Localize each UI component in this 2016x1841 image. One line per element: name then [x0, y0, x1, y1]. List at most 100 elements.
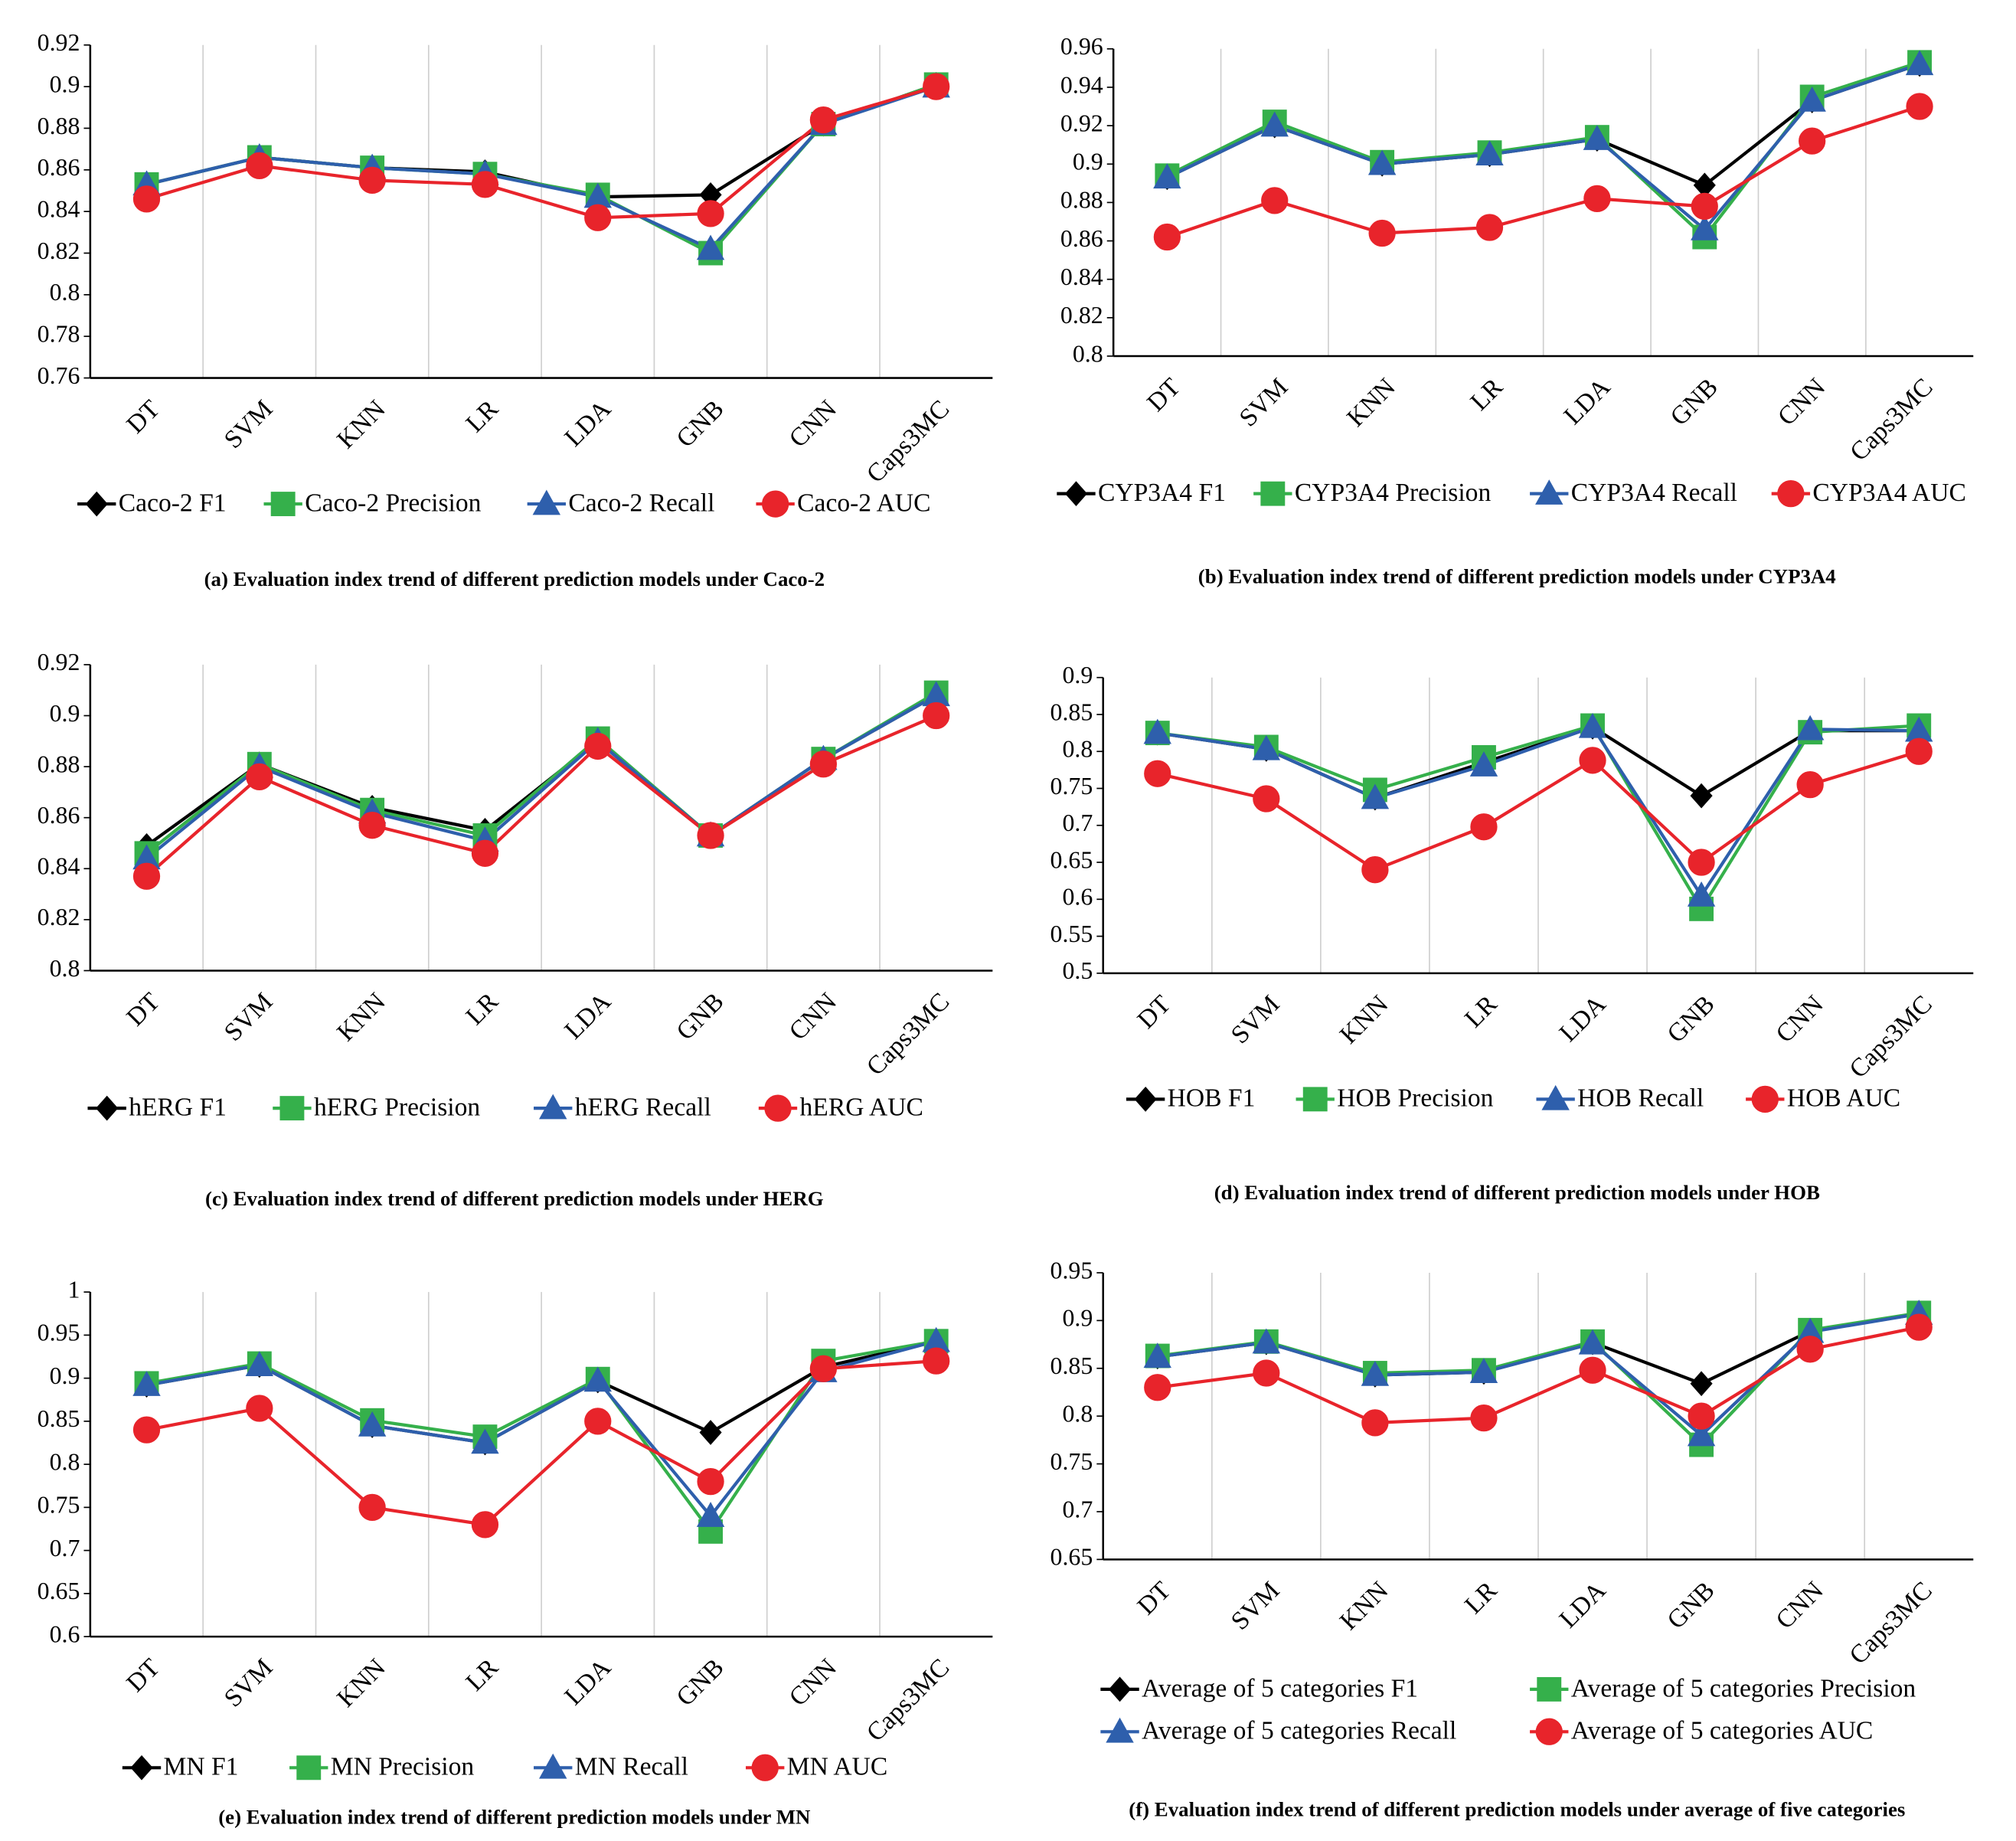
legend-label: Caco-2 Precision	[305, 489, 481, 517]
series-line	[145, 85, 937, 220]
x-tick-label: KNN	[332, 987, 391, 1047]
legend-label: CYP3A4 Recall	[1571, 479, 1737, 507]
data-point	[1578, 712, 1607, 738]
y-tick-label: 0.7	[50, 1535, 80, 1561]
y-tick-label: 0.75	[1050, 1448, 1093, 1475]
data-point	[1690, 783, 1713, 809]
y-tick-label: 0.65	[1050, 1544, 1093, 1571]
series-line	[146, 85, 937, 251]
data-point	[697, 200, 724, 227]
legend-label: hERG F1	[129, 1093, 227, 1121]
data-point	[358, 1493, 386, 1521]
data-point	[584, 732, 612, 760]
legend-marker	[539, 1094, 567, 1120]
legend-marker	[762, 490, 789, 518]
y-tick-label: 0.9	[50, 70, 80, 97]
y-tick-label: 0.82	[38, 904, 80, 930]
data-point	[1691, 214, 1719, 240]
legend-marker	[539, 1753, 567, 1779]
legend-marker	[130, 1754, 153, 1781]
legend-marker	[1537, 1676, 1562, 1702]
data-point	[1368, 219, 1396, 247]
y-tick-label: 0.92	[38, 29, 80, 56]
x-tick-label: SVM	[1234, 373, 1294, 433]
legend-marker	[1541, 1084, 1570, 1110]
legend-label: Caco-2 F1	[119, 489, 227, 517]
data-point	[1153, 163, 1181, 189]
y-tick-label: 0.82	[1060, 302, 1103, 329]
y-tick-label: 0.9	[50, 700, 80, 727]
y-tick-label: 0.88	[1060, 187, 1103, 214]
data-point	[132, 185, 161, 213]
data-point	[1687, 881, 1716, 907]
data-point	[1143, 718, 1171, 744]
series-line	[146, 1339, 937, 1519]
x-tick-label: LR	[1459, 989, 1503, 1033]
data-point	[358, 1411, 387, 1437]
data-point	[132, 862, 161, 890]
y-tick-label: 0.8	[50, 955, 80, 982]
x-tick-label: SVM	[1226, 990, 1286, 1050]
series-line	[1157, 724, 1920, 899]
data-point	[1361, 1409, 1389, 1437]
legend-marker	[96, 1095, 119, 1121]
data-point	[1361, 783, 1390, 809]
chart-caption: (f) Evaluation index trend of different …	[1129, 1798, 1905, 1821]
data-point	[1253, 785, 1280, 813]
x-tick-label: Caps3MC	[861, 1653, 955, 1747]
y-tick-label: 0.9	[1062, 662, 1093, 688]
x-tick-label: LDA	[1558, 373, 1616, 430]
legend-label: CYP3A4 AUC	[1812, 479, 1966, 507]
x-tick-label: KNN	[332, 1653, 391, 1713]
data-point	[1798, 86, 1826, 112]
legend-label: hERG Precision	[314, 1093, 480, 1121]
series-line	[1157, 1312, 1920, 1437]
data-point	[1906, 93, 1933, 120]
legend-label: HOB AUC	[1787, 1084, 1900, 1113]
x-tick-label: DT	[1132, 990, 1176, 1035]
y-tick-label: 0.85	[38, 1405, 80, 1432]
data-point	[1583, 125, 1612, 150]
data-point	[1143, 1342, 1171, 1368]
legend-label: Caco-2 AUC	[797, 489, 930, 517]
data-point	[1688, 1402, 1715, 1430]
x-tick-label: DT	[121, 987, 165, 1032]
data-point	[246, 763, 273, 791]
data-point	[697, 822, 724, 849]
data-point	[1144, 760, 1171, 787]
data-point	[1475, 214, 1504, 241]
legend-label: Average of 5 categories AUC	[1571, 1717, 1874, 1745]
y-tick-label: 0.88	[38, 750, 80, 777]
data-point	[1144, 1374, 1171, 1401]
data-point	[923, 701, 950, 730]
y-tick-label: 0.84	[38, 853, 80, 880]
x-tick-label: SVM	[219, 987, 279, 1047]
data-point	[584, 204, 612, 231]
data-point	[1583, 185, 1611, 213]
x-tick-label: CNN	[1773, 373, 1831, 431]
data-point	[1578, 1329, 1607, 1355]
y-tick-label: 0.86	[38, 802, 80, 829]
y-tick-label: 0.85	[1050, 1352, 1093, 1379]
x-tick-label: LR	[460, 1653, 504, 1697]
x-tick-label: KNN	[1335, 990, 1394, 1050]
x-tick-label: CNN	[1770, 1576, 1828, 1634]
data-point	[471, 839, 499, 867]
series-line	[145, 714, 937, 878]
data-point	[1253, 1359, 1280, 1387]
data-point	[1796, 1336, 1824, 1363]
data-point	[1905, 50, 1934, 76]
x-tick-label: LDA	[559, 987, 616, 1045]
data-point	[245, 1351, 274, 1377]
data-point	[1799, 127, 1826, 155]
legend-marker	[1535, 1718, 1563, 1745]
x-tick-label: SVM	[219, 1653, 279, 1713]
x-tick-label: LDA	[559, 1653, 616, 1711]
legend-label: Average of 5 categories Precision	[1571, 1674, 1916, 1702]
data-point	[584, 1408, 612, 1435]
x-tick-label: Caps3MC	[861, 394, 955, 488]
data-point	[1470, 1404, 1498, 1432]
y-tick-label: 0.76	[38, 362, 80, 389]
x-tick-label: DT	[121, 394, 165, 439]
legend-marker	[1260, 481, 1286, 506]
